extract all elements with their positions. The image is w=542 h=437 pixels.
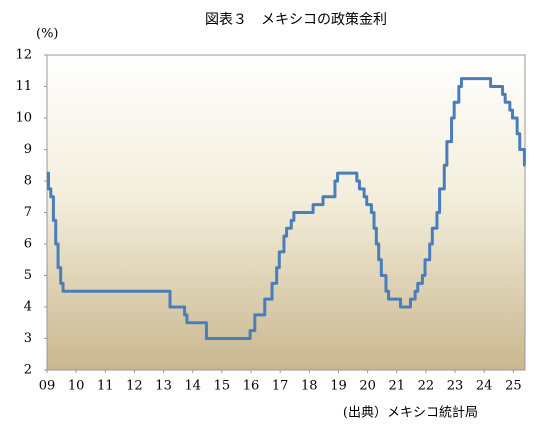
x-tick-label: 13: [155, 379, 172, 394]
y-tick-label: 11: [15, 79, 32, 94]
rate-line: [46, 77, 526, 340]
x-tick-label: 24: [476, 379, 493, 394]
y-tick-label: 12: [15, 48, 32, 63]
plot-area: [46, 54, 526, 371]
x-tick-label: 23: [447, 379, 464, 394]
x-tick-label: 16: [243, 379, 260, 394]
x-tick-label: 25: [505, 379, 522, 394]
x-tick-label: 17: [272, 379, 289, 394]
y-tick-label: 4: [24, 300, 32, 315]
x-tick-label: 18: [301, 379, 318, 394]
x-tick-label: 12: [126, 379, 143, 394]
y-tick-label: 2: [24, 363, 32, 378]
y-tick-label: 6: [24, 237, 32, 252]
y-tick-label: 5: [24, 268, 32, 283]
y-tick-label: 8: [24, 174, 32, 189]
y-tick-label: 3: [24, 331, 32, 346]
x-tick-label: 14: [184, 379, 201, 394]
chart-title: 図表３ メキシコの政策金利: [205, 11, 387, 28]
y-tick-label: 9: [24, 142, 32, 157]
y-tick-label: 10: [15, 111, 32, 126]
x-tick-label: 09: [39, 379, 56, 394]
x-tick-label: 20: [359, 379, 376, 394]
x-tick-label: 11: [97, 379, 114, 394]
x-tick-label: 15: [214, 379, 231, 394]
x-tick-label: 19: [330, 379, 347, 394]
y-tick-label: 7: [24, 205, 32, 220]
source-note: (出典）メキシコ統計局: [343, 405, 478, 421]
x-tick-label: 21: [388, 379, 405, 394]
x-tick-label: 22: [418, 379, 435, 394]
x-tick-label: 10: [68, 379, 85, 394]
y-axis-label: (%): [36, 27, 59, 42]
